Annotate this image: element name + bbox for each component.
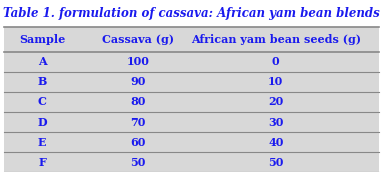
Text: 70: 70 — [130, 117, 146, 127]
Text: C: C — [38, 96, 47, 107]
Text: 30: 30 — [268, 117, 283, 127]
Text: 50: 50 — [268, 157, 283, 168]
Text: 0: 0 — [272, 56, 280, 67]
Text: Table 1. formulation of cassava: African yam bean blends: Table 1. formulation of cassava: African… — [3, 7, 380, 20]
Bar — [4, 27, 379, 172]
Text: 20: 20 — [268, 96, 283, 107]
Text: E: E — [38, 137, 46, 148]
Text: B: B — [38, 76, 47, 87]
Text: A: A — [38, 56, 46, 67]
Text: 40: 40 — [268, 137, 283, 148]
Text: D: D — [37, 117, 47, 127]
Text: Cassava (g): Cassava (g) — [102, 34, 174, 45]
Text: 100: 100 — [126, 56, 149, 67]
Text: Sample: Sample — [19, 34, 65, 45]
Text: African yam bean seeds (g): African yam bean seeds (g) — [191, 34, 361, 45]
Text: 10: 10 — [268, 76, 283, 87]
Bar — [4, 0, 379, 27]
Text: 80: 80 — [130, 96, 146, 107]
Text: 60: 60 — [130, 137, 146, 148]
Text: 90: 90 — [130, 76, 146, 87]
Text: F: F — [38, 157, 46, 168]
Text: 50: 50 — [130, 157, 146, 168]
